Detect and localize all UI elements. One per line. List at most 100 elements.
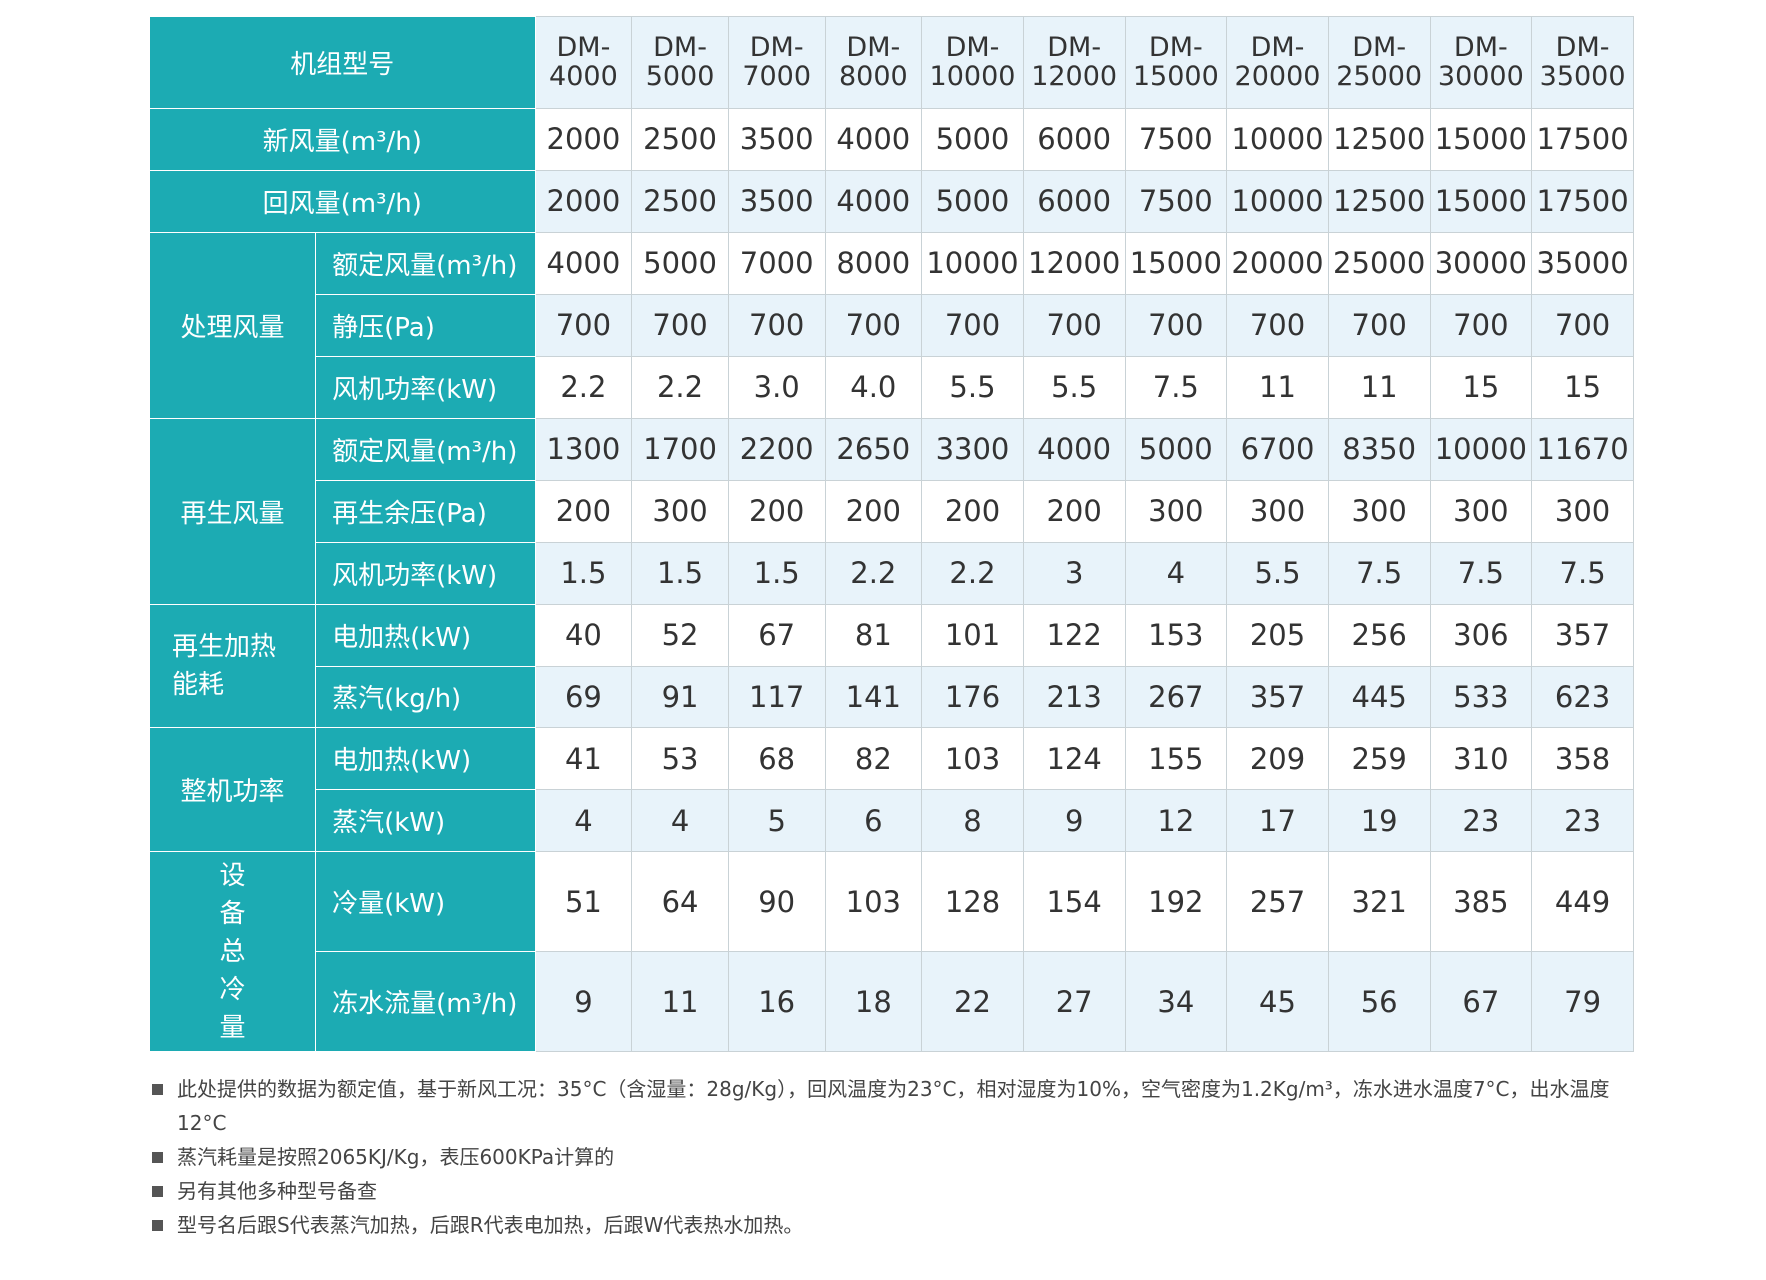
value-cell: 449 — [1531, 851, 1634, 953]
model-cell: DM- 35000 — [1531, 16, 1634, 109]
model-prefix: DM- — [749, 32, 804, 64]
model-prefix: DM- — [556, 32, 611, 64]
value-cell: 5.5 — [1022, 355, 1126, 419]
value-cell: 23 — [1429, 789, 1533, 853]
model-number: 8000 — [838, 61, 908, 93]
model-prefix: DM- — [1148, 32, 1203, 64]
value-cell: 700 — [1531, 293, 1634, 357]
value-cell: 4 — [534, 789, 633, 853]
model-number: 15000 — [1132, 61, 1219, 93]
value-cell: 15000 — [1124, 231, 1228, 295]
value-cell: 9 — [534, 951, 633, 1052]
value-cell: 306 — [1429, 603, 1533, 667]
group-label: 再生加热能耗 — [148, 603, 317, 729]
value-cell: 3 — [1022, 541, 1126, 605]
table-row: 风机功率(kW) 2.2 2.2 3.0 4.0 5.5 5.5 7.5 11 11 15 15 — [150, 355, 1634, 419]
bullet-square-icon — [152, 1084, 163, 1095]
value-cell: 2.2 — [921, 541, 1024, 605]
value-cell: 3500 — [727, 169, 826, 233]
value-cell: 68 — [727, 727, 826, 791]
model-prefix: DM- — [1453, 32, 1508, 64]
model-prefix: DM- — [653, 32, 707, 64]
value-cell: 8350 — [1327, 417, 1431, 481]
model-number: 25000 — [1336, 61, 1423, 93]
bullet-square-icon — [152, 1152, 163, 1163]
table-row: 冻水流量(m³/h) 9 11 16 18 22 27 34 45 56 67 79 — [150, 951, 1634, 1052]
model-number: 5000 — [645, 61, 715, 93]
value-cell: 2500 — [631, 169, 729, 233]
row-label: 电加热(kW) — [315, 727, 536, 791]
value-cell: 7000 — [727, 231, 826, 295]
value-cell: 4.0 — [824, 355, 923, 419]
value-cell: 12500 — [1327, 107, 1431, 171]
value-cell: 6 — [824, 789, 923, 853]
value-cell: 176 — [921, 665, 1024, 729]
value-cell: 200 — [727, 479, 826, 543]
value-cell: 5.5 — [1226, 541, 1329, 605]
table-row: 设备总冷量 冷量(kW) 51 64 90 103 128 154 192 257 321 385 44… — [148, 851, 1634, 1052]
value-cell: 12500 — [1327, 169, 1431, 233]
value-cell: 700 — [1429, 293, 1533, 357]
value-cell: 700 — [727, 293, 826, 357]
value-cell: 205 — [1226, 603, 1329, 667]
value-cell: 209 — [1226, 727, 1329, 791]
value-cell: 267 — [1124, 665, 1228, 729]
value-cell: 17 — [1226, 789, 1329, 853]
model-prefix: DM- — [1047, 32, 1102, 64]
value-cell: 41 — [534, 727, 633, 791]
note-item: 此处提供的数据为额定值，基于新风工况：35°C（含湿量：28g/Kg），回风温度… — [149, 1072, 1649, 1140]
value-cell: 124 — [1022, 727, 1126, 791]
value-cell: 5000 — [921, 107, 1024, 171]
value-cell: 4 — [631, 789, 729, 853]
value-cell: 5.5 — [921, 355, 1024, 419]
table-row: 静压(Pa) 700 700 700 700 700 700 700 700 700 700 700 — [150, 293, 1634, 357]
value-cell: 2650 — [824, 417, 923, 481]
value-cell: 22 — [921, 951, 1024, 1052]
value-cell: 25000 — [1327, 231, 1431, 295]
value-cell: 200 — [824, 479, 923, 543]
value-cell: 53 — [631, 727, 729, 791]
bullet-square-icon — [152, 1220, 163, 1231]
value-cell: 1700 — [631, 417, 729, 481]
value-cell: 358 — [1531, 727, 1634, 791]
table-row: 整机功率 电加热(kW) 41 53 68 82 103 124 155 209 259 310 358 — [148, 727, 1634, 853]
group-label: 整机功率 — [148, 727, 317, 853]
note-text: 此处提供的数据为额定值，基于新风工况：35°C（含湿量：28g/Kg），回风温度… — [177, 1077, 1610, 1135]
value-cell: 700 — [1226, 293, 1329, 357]
value-cell: 4 — [1124, 541, 1228, 605]
model-cell: DM- 20000 — [1226, 16, 1329, 109]
value-cell: 5000 — [631, 231, 729, 295]
value-cell: 11 — [1327, 355, 1431, 419]
value-cell: 1.5 — [631, 541, 729, 605]
model-cell: DM- 30000 — [1429, 16, 1533, 109]
value-cell: 67 — [727, 603, 826, 667]
model-prefix: DM- — [846, 32, 901, 64]
value-cell: 141 — [824, 665, 923, 729]
row-label: 风机功率(kW) — [315, 541, 536, 605]
value-cell: 2500 — [631, 107, 729, 171]
row-label: 再生余压(Pa) — [315, 479, 536, 543]
value-cell: 35000 — [1531, 231, 1634, 295]
value-cell: 19 — [1327, 789, 1431, 853]
model-number: 35000 — [1539, 61, 1626, 93]
value-cell: 12000 — [1022, 231, 1126, 295]
bullet-square-icon — [152, 1186, 163, 1197]
value-cell: 4000 — [824, 169, 923, 233]
value-cell: 3.0 — [727, 355, 826, 419]
table-row: 蒸汽(kg/h) 69 91 117 141 176 213 267 357 445 533 623 — [150, 665, 1634, 729]
value-cell: 6700 — [1226, 417, 1329, 481]
model-number: 12000 — [1031, 61, 1118, 93]
value-cell: 3300 — [921, 417, 1024, 481]
table-row: 回风量(m³/h) 2000 2500 3500 4000 5000 6000 7500 100… — [149, 169, 1634, 233]
value-cell: 7.5 — [1531, 541, 1634, 605]
note-text: 蒸汽耗量是按照2065KJ/Kg，表压600KPa计算的 — [177, 1145, 615, 1169]
value-cell: 11 — [631, 951, 729, 1052]
table-row: 新风量(m³/h) 2000 2500 3500 4000 5000 6000 7500 100… — [149, 107, 1634, 171]
value-cell: 1300 — [534, 417, 633, 481]
value-cell: 192 — [1124, 851, 1228, 953]
value-cell: 200 — [921, 479, 1024, 543]
value-cell: 40 — [534, 603, 633, 667]
row-label: 额定风量(m³/h) — [315, 417, 536, 481]
value-cell: 17500 — [1531, 107, 1634, 171]
value-cell: 623 — [1531, 665, 1634, 729]
